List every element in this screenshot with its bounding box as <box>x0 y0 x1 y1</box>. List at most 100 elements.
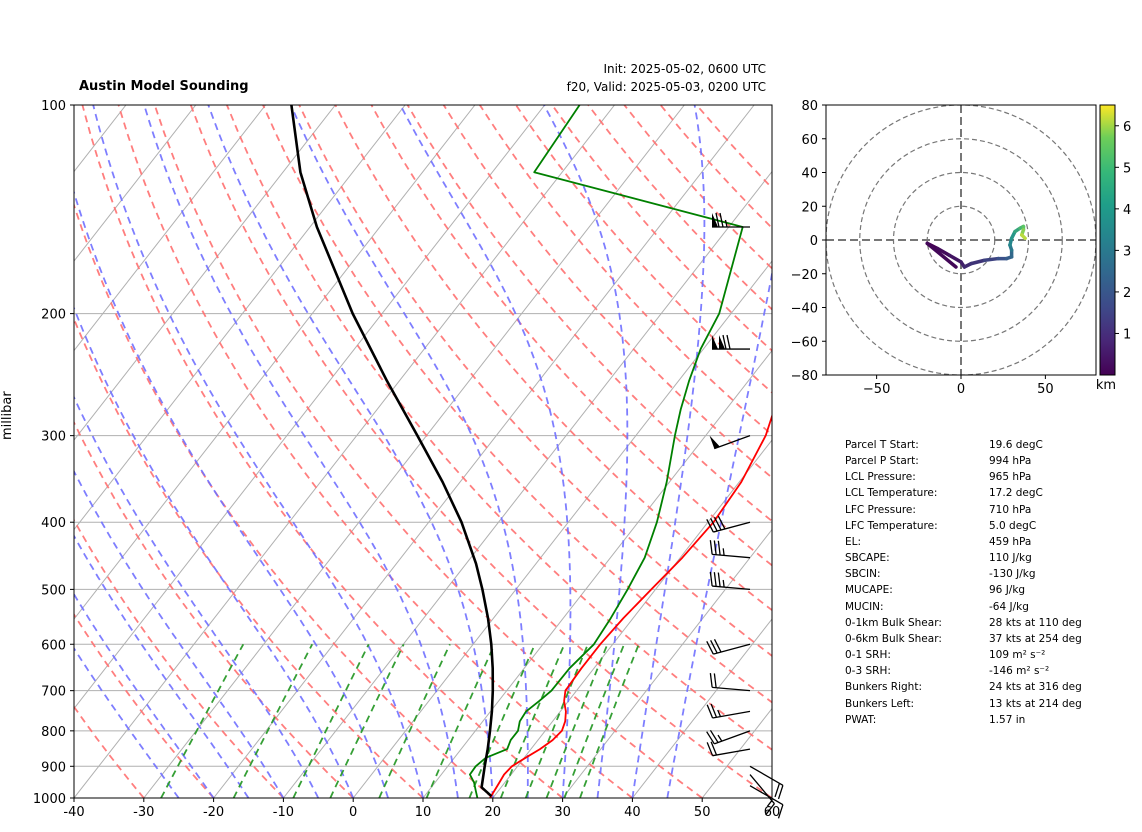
p-tick-label: 400 <box>41 516 66 531</box>
isotherm-line <box>74 105 615 798</box>
init-time: Init: 2025-05-02, 0600 UTC <box>603 62 766 76</box>
x-tick-label: 10 <box>415 805 432 820</box>
hodo-y-tick-label: −80 <box>791 369 818 384</box>
sounding-profiles <box>290 105 772 798</box>
param-value: 13 kts at 214 deg <box>989 697 1082 710</box>
dry-adiabat <box>74 705 145 798</box>
moist-adiabat <box>631 105 706 798</box>
param-value: 459 hPa <box>989 535 1032 548</box>
hodo-y-tick-label: 40 <box>801 167 818 182</box>
colorbar-tick-label: 4 <box>1123 203 1131 218</box>
param-label: LFC Pressure: <box>845 503 916 516</box>
dry-adiabat <box>334 105 772 612</box>
hodograph-segment <box>1020 233 1027 241</box>
moist-adiabat <box>290 105 529 798</box>
moist-adiabat-lines <box>74 105 772 798</box>
x-tick-label: 0 <box>349 805 357 820</box>
param-row: LFC Pressure: 710 hPa <box>845 502 1082 518</box>
skewt-plot: -40 -30 -20 -10 0 10 20 30 40 50 60 100 200 300 400 50… <box>33 99 784 820</box>
param-value: -64 J/kg <box>989 600 1029 613</box>
colorbar-tick-label: 1 <box>1123 327 1131 342</box>
param-label: SBCAPE: <box>845 552 890 565</box>
wind-barb <box>706 741 751 757</box>
p-tick-label: 800 <box>41 725 66 740</box>
param-label: LCL Temperature: <box>845 487 938 500</box>
param-value: 19.6 degC <box>989 439 1043 451</box>
param-label: LCL Pressure: <box>845 471 916 484</box>
param-value: 965 hPa <box>989 471 1032 484</box>
isotherm-line <box>562 528 772 798</box>
param-row: MUCIN: -64 J/kg <box>845 599 1082 615</box>
param-row: LCL Temperature: 17.2 degC <box>845 485 1082 501</box>
param-row: Parcel T Start: 19.6 degC <box>845 437 1082 453</box>
hodograph-segment <box>969 258 987 266</box>
wind-barb <box>706 638 751 655</box>
temperature-profile <box>489 413 772 798</box>
x-tick-label: -30 <box>133 805 154 820</box>
dry-adiabat <box>406 105 772 523</box>
param-row: 0-1km Bulk Shear: 28 kts at 110 deg <box>845 615 1082 631</box>
chart-title: Austin Model Sounding <box>79 79 249 94</box>
param-row: PWAT: 1.57 in <box>845 712 1082 728</box>
hodo-y-tick-label: 20 <box>801 200 818 215</box>
x-tick-label: -40 <box>63 805 84 820</box>
mixing-ratio-line <box>545 643 609 798</box>
param-value: -130 J/kg <box>989 568 1036 581</box>
x-tick-label: 20 <box>485 805 502 820</box>
p-tick-label: 900 <box>41 760 66 775</box>
moist-adiabat <box>74 305 355 798</box>
mixing-ratio-lines <box>160 643 640 798</box>
x-tick-label: 30 <box>554 805 571 820</box>
param-value: 109 m² s⁻² <box>989 649 1046 662</box>
param-row: Parcel P Start: 994 hPa <box>845 453 1082 469</box>
moist-adiabat <box>543 105 629 798</box>
p-tick-label: 1000 <box>33 792 66 807</box>
p-tick-label: 500 <box>41 583 66 598</box>
param-row: 0-6km Bulk Shear: 37 kts at 254 deg <box>845 631 1082 647</box>
moist-adiabat <box>74 189 389 798</box>
dry-adiabat <box>74 316 424 798</box>
valid-time: f20, Valid: 2025-05-03, 0200 UTC <box>566 80 766 94</box>
param-value: 110 J/kg <box>989 552 1032 565</box>
p-tick-label: 700 <box>41 685 66 700</box>
param-value: 24 kts at 316 deg <box>989 681 1082 694</box>
isotherm-line <box>632 618 772 798</box>
param-row: LCL Pressure: 965 hPa <box>845 469 1082 485</box>
hodo-y-tick-label: −60 <box>791 335 818 350</box>
param-row: EL: 459 hPa <box>845 534 1082 550</box>
hodo-y-tick-label: 0 <box>810 234 818 249</box>
p-tick-label: 600 <box>41 638 66 653</box>
wind-barb <box>709 540 751 559</box>
dry-adiabat <box>74 202 494 798</box>
dry-adiabat-lines <box>74 105 772 798</box>
param-label: PWAT: <box>845 713 877 726</box>
wind-barb <box>709 571 751 591</box>
moist-adiabat <box>143 105 459 798</box>
param-value: 5.0 degC <box>989 519 1037 532</box>
mixing-ratio-line <box>425 643 496 798</box>
hodograph-segment <box>982 256 1000 262</box>
hodograph-ring <box>859 138 1063 342</box>
x-tick-label: 60 <box>764 805 781 820</box>
param-label: 0-6km Bulk Shear: <box>845 632 942 645</box>
param-row: SBCAPE: 110 J/kg <box>845 550 1082 566</box>
param-label: Bunkers Left: <box>845 697 915 710</box>
wind-barb <box>712 212 750 228</box>
sounding-parameters-table: Parcel T Start: 19.6 degC Parcel P Start: 9… <box>845 437 1082 728</box>
mixing-ratio-line <box>160 643 245 798</box>
hodo-y-tick-label: −20 <box>791 268 818 283</box>
param-row: MUCAPE: 96 J/kg <box>845 582 1082 598</box>
hodo-x-tick-label: 0 <box>957 382 965 397</box>
wind-barb <box>749 765 784 800</box>
dry-adiabat <box>74 518 285 798</box>
moist-adiabat <box>74 592 215 798</box>
isotherm-line <box>492 439 772 798</box>
isotherm-line <box>283 170 772 798</box>
param-label: Parcel T Start: <box>845 439 919 451</box>
dry-adiabat <box>74 420 354 798</box>
mixing-ratio-line <box>499 643 566 798</box>
x-tick-label: -20 <box>203 805 224 820</box>
mixing-ratio-line <box>524 643 589 798</box>
isotherm-line <box>422 349 772 798</box>
hodo-y-tick-label: −40 <box>791 302 818 317</box>
